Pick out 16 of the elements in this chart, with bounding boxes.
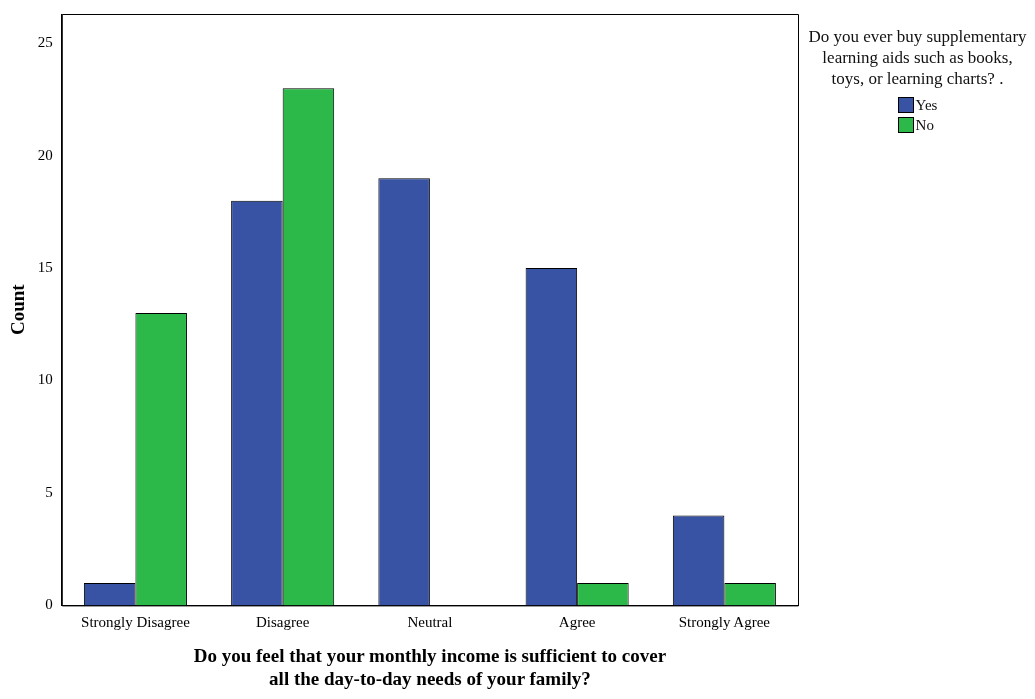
y-axis-title: Count [7,283,29,336]
legend-title: Do you ever buy supplementary learning aids such as books, toys, or learning charts? . [807,26,1028,89]
y-tick-label: 15 [37,259,53,276]
x-tick-label: Strongly Agree [678,614,771,631]
x-axis-title: Do you feel that your monthly income is sufficient to cover all the day-to-day needs of your family? [193,644,667,689]
y-tick-label: 0 [45,596,53,613]
y-tick-label: 10 [37,371,53,388]
x-tick-label: Strongly Disagree [81,614,191,631]
legend-label: Yes [915,96,938,114]
x-tick-label: Agree [558,614,596,631]
y-tick-label: 5 [45,483,53,500]
y-tick-label: 20 [37,146,53,163]
legend-label: No [915,116,934,134]
y-tick-label: 25 [37,34,53,51]
x-tick-label: Neutral [407,614,453,631]
x-tick-label: Disagree [256,614,310,631]
